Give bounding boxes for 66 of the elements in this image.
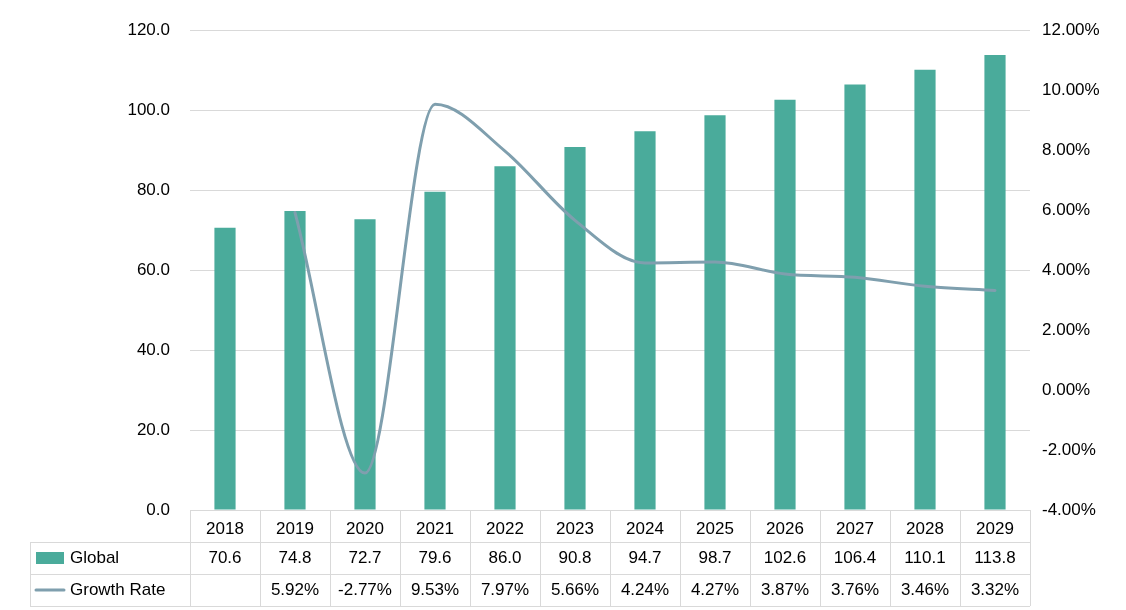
y2-tick-label: 6.00% (1042, 199, 1091, 219)
y2-tick-label: 12.00% (1042, 19, 1100, 39)
x-tick-label: 2024 (626, 518, 664, 538)
y2-tick-label: 8.00% (1042, 139, 1091, 159)
bar (984, 54, 1006, 510)
data-label: 110.1 (904, 547, 946, 567)
data-label: 7.97% (480, 579, 530, 599)
x-tick-label: 2023 (556, 518, 594, 538)
bar (774, 99, 796, 510)
bar (494, 166, 516, 510)
y-tick-label: 120.0 (127, 19, 170, 39)
data-label: 79.6 (418, 547, 452, 567)
legend-label: Growth Rate (70, 579, 166, 599)
data-label: 4.24% (620, 579, 670, 599)
y-tick-label: 0.0 (146, 499, 170, 519)
data-label: 4.27% (690, 579, 740, 599)
data-label: 5.92% (270, 579, 320, 599)
x-tick-label: 2026 (766, 518, 804, 538)
x-tick-label: 2029 (976, 518, 1014, 538)
data-label: 113.8 (974, 547, 1016, 567)
y2-tick-label: -2.00% (1042, 439, 1096, 459)
bar (424, 191, 446, 510)
x-tick-label: 2025 (696, 518, 734, 538)
data-label: 86.0 (488, 547, 522, 567)
y-tick-label: 100.0 (127, 99, 170, 119)
y2-tick-label: 4.00% (1042, 259, 1091, 279)
line-series (293, 102, 997, 475)
x-tick-label: 2027 (836, 518, 874, 538)
x-tick-label: 2019 (276, 518, 314, 538)
bar (214, 227, 236, 510)
y2-tick-label: -4.00% (1042, 499, 1096, 519)
bar (564, 146, 586, 510)
x-tick-label: 2028 (906, 518, 944, 538)
data-label: 3.32% (970, 579, 1020, 599)
y2-tick-label: 10.00% (1042, 79, 1100, 99)
data-label: 70.6 (208, 547, 242, 567)
bar (844, 84, 866, 510)
bar (354, 219, 376, 510)
y2-tick-label: 2.00% (1042, 319, 1091, 339)
bar (284, 210, 306, 510)
y-tick-label: 60.0 (136, 259, 170, 279)
y-tick-label: 80.0 (136, 179, 170, 199)
bar (634, 131, 656, 510)
y-tick-label: 20.0 (136, 419, 170, 439)
data-label: 106.4 (833, 547, 877, 567)
x-tick-label: 2021 (416, 518, 454, 538)
x-tick-label: 2022 (486, 518, 524, 538)
x-tick-label: 2020 (346, 518, 384, 538)
data-label: 74.8 (278, 547, 312, 567)
bar (914, 69, 936, 510)
y2-tick-label: 0.00% (1042, 379, 1091, 399)
legend-label: Global (70, 547, 120, 567)
data-label: 5.66% (550, 579, 600, 599)
data-label: -2.77% (338, 579, 392, 599)
bar (704, 115, 726, 510)
data-label: 98.7 (698, 547, 732, 567)
data-label: 72.7 (348, 547, 382, 567)
data-label: 3.87% (760, 579, 810, 599)
data-label: 3.76% (830, 579, 880, 599)
data-label: 9.53% (410, 579, 460, 599)
data-label: 94.7 (628, 547, 662, 567)
data-label: 90.8 (558, 547, 592, 567)
data-label: 3.46% (900, 579, 950, 599)
y-tick-label: 40.0 (136, 339, 170, 359)
data-label: 102.6 (763, 547, 807, 567)
x-tick-label: 2018 (206, 518, 244, 538)
